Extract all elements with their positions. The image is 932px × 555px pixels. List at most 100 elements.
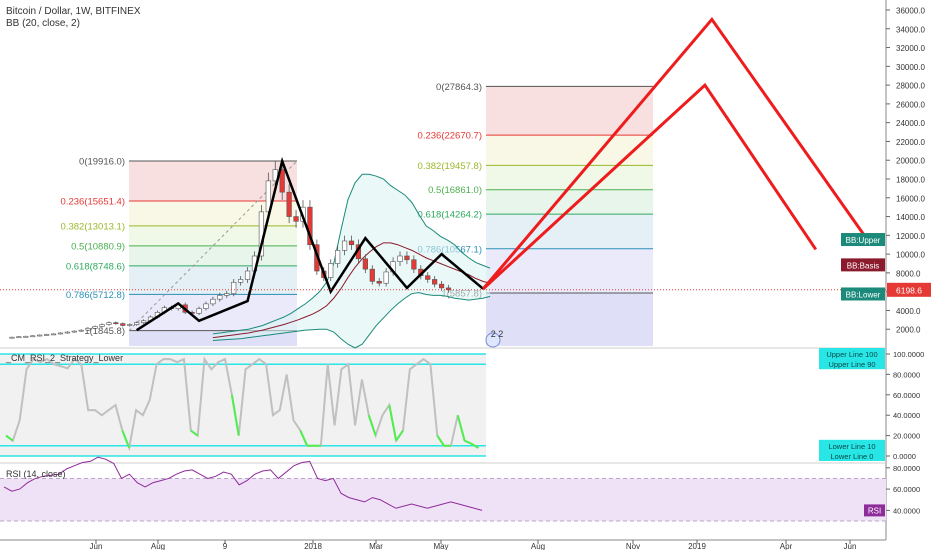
- fib-level-label: 0.618(8748.6): [66, 261, 125, 272]
- fib-zone: [129, 225, 297, 246]
- bb-legend-tag: [841, 287, 885, 301]
- price-tick-label: 26000.0: [896, 100, 925, 109]
- price-tick-label: 24000.0: [896, 119, 925, 128]
- candle-body: [203, 303, 209, 309]
- strategy-signal-segment: [456, 414, 466, 441]
- candle-body: [432, 279, 438, 285]
- strategy-signal-segment: [464, 439, 472, 445]
- bb-legend-tag: [841, 233, 885, 247]
- candle-body: [127, 324, 133, 326]
- candle-body: [141, 320, 147, 323]
- price-tick-label: 4000.0: [896, 307, 921, 316]
- strategy-level-text: Upper Line 100: [826, 350, 877, 359]
- price-tick-label: 10000.0: [896, 251, 925, 260]
- fib-zone: [129, 245, 297, 266]
- candle-body: [64, 331, 70, 334]
- strategy-level-tag: [819, 358, 885, 370]
- event-badge-circle: [485, 332, 501, 348]
- fib-level-label: 0.382(13013.1): [61, 221, 125, 232]
- fib-level-label: 0.236(15651.4): [61, 197, 125, 208]
- candle-body: [238, 279, 244, 283]
- strategy-level-text: Lower Line 0: [831, 452, 874, 461]
- strategy-pane: [0, 353, 486, 457]
- strategy-tick-label: 80.0000: [893, 370, 920, 379]
- candle-body: [113, 322, 119, 324]
- candle-body: [376, 281, 382, 284]
- strategy-level-text: Upper Line 90: [828, 360, 875, 369]
- strategy-tick-label: 40.0000: [893, 411, 920, 420]
- strategy-band-fill: [0, 354, 486, 456]
- time-tick-label: Jun: [90, 542, 103, 550]
- projection-line: [482, 82, 818, 290]
- main-pane: 0(19916.0) 0.236(15651.4) 0.382(13013.1) 0.…: [0, 16, 886, 349]
- candle-body: [341, 240, 348, 251]
- fib-level-label: 0.618(14264.2): [418, 210, 482, 221]
- price-tick-label: 16000.0: [896, 194, 925, 203]
- strategy-pane-title: _CM_RSI_2_Strategy_Lower: [5, 353, 123, 363]
- time-tick-label: Jun: [844, 542, 857, 550]
- candle-body: [438, 283, 445, 289]
- fib-level-label: 0.786(5712.8): [66, 290, 125, 301]
- candle-body: [335, 250, 341, 264]
- strategy-signal-segment: [395, 429, 404, 442]
- strategy-signal-segment: [121, 430, 131, 449]
- fib-level-label: 0.236(22670.7): [418, 131, 482, 142]
- bb-legend-text: BB:Upper: [846, 236, 881, 245]
- candle-body: [37, 334, 43, 337]
- candle-body: [348, 240, 355, 246]
- candle-body: [244, 270, 251, 280]
- fib-level-label: 1(1845.8): [84, 326, 125, 337]
- candle-body: [425, 275, 431, 280]
- strategy-signal-segment: [190, 429, 199, 437]
- price-tick-label: 34000.0: [896, 25, 925, 34]
- bb-indicator-label: BB (20, close, 2): [6, 18, 80, 29]
- fib-level-label: 0(19916.0): [79, 157, 125, 168]
- strategy-level-tag: [819, 348, 885, 359]
- rsi-value-text: RSI: [868, 506, 881, 515]
- candle-body: [397, 255, 403, 262]
- candle-body: [43, 334, 50, 336]
- price-tick-label: 36000.0: [896, 7, 925, 16]
- strategy-signal-segment: [436, 435, 445, 447]
- candle-body: [383, 271, 389, 284]
- rsi-line: [3, 456, 483, 511]
- candle-body: [369, 268, 375, 282]
- candle-body: [196, 308, 202, 314]
- strategy-tick-label: 60.0000: [893, 391, 920, 400]
- time-tick-label: Mar: [369, 542, 383, 550]
- candle-body: [411, 259, 417, 270]
- rsi-pane: [0, 456, 886, 522]
- strategy-signal-segment: [5, 434, 14, 442]
- bb-upper-line: [212, 173, 491, 335]
- time-tick-label: May: [433, 542, 448, 550]
- strategy-signal-segment: [230, 394, 240, 436]
- time-tick-label: 2019: [688, 542, 706, 550]
- rsi-tick-label: 80.0000: [893, 464, 920, 473]
- bb-legend-tag: [841, 258, 885, 272]
- candle-body: [71, 330, 77, 333]
- time-tick-label: Aug: [531, 542, 545, 550]
- time-tick-label: 2018: [304, 542, 322, 550]
- candle-body: [99, 324, 105, 327]
- rsi-tick-label: 60.0000: [893, 485, 920, 494]
- fib-zone: [129, 161, 297, 202]
- rsi-pane-title: RSI (14, close): [6, 469, 66, 479]
- price-tick-label: 2000.0: [896, 326, 921, 335]
- candle-body: [445, 287, 452, 291]
- price-tick-label: 32000.0: [896, 44, 925, 53]
- fib-level-label: 0(27864.3): [436, 82, 482, 93]
- candle-body: [286, 191, 292, 217]
- fib-zone: [486, 86, 653, 136]
- price-tick-label: 20000.0: [896, 157, 925, 166]
- candle-body: [134, 322, 140, 325]
- time-tick-label: Apr: [780, 542, 793, 550]
- fib-level-label: 0.5(16861.0): [428, 185, 482, 196]
- candle-body: [231, 281, 237, 294]
- price-tick-label: 28000.0: [896, 82, 925, 91]
- strategy-level-tag: [819, 450, 885, 461]
- price-tick-label: 18000.0: [896, 176, 925, 185]
- fib-zone: [486, 214, 653, 249]
- chart-title: Bitcoin / Dollar, 1W, BITFINEX: [6, 6, 141, 17]
